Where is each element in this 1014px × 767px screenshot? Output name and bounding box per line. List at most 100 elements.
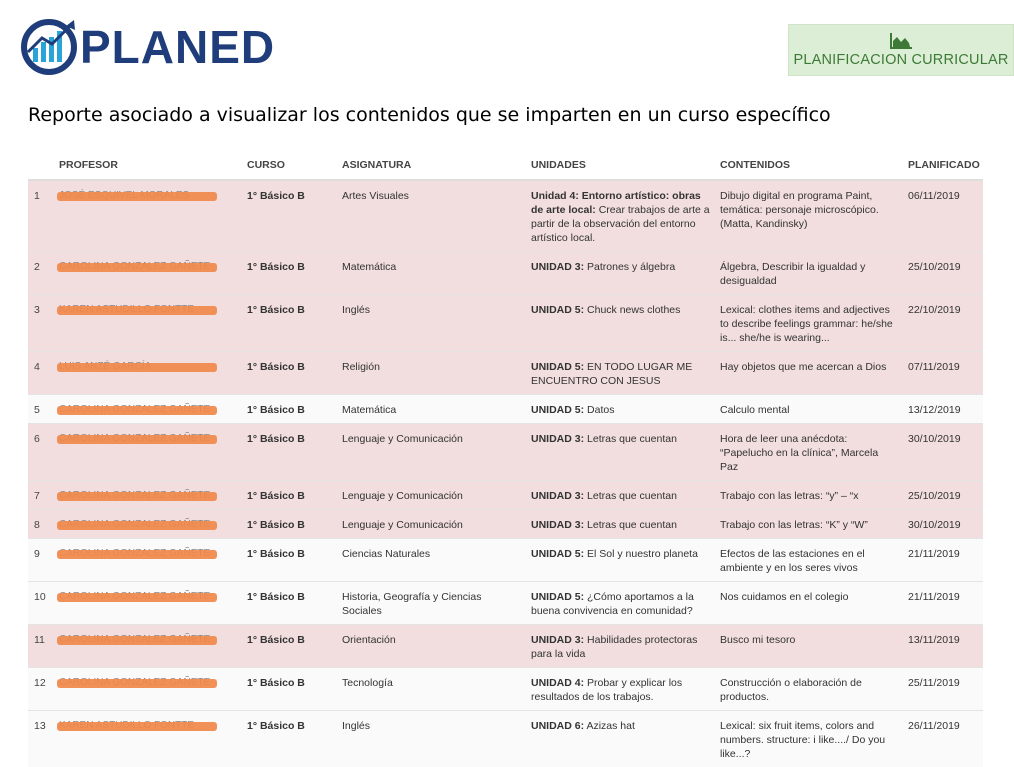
unidad-label: UNIDAD 3:	[531, 490, 584, 502]
profesor-cell: CAROLINA GONZALEZ GAÑETE	[55, 582, 243, 625]
planificado-cell: 25/10/2019	[904, 252, 983, 295]
unidades-cell: UNIDAD 4: Probar y explicar los resultad…	[527, 668, 716, 711]
redaction-bar	[57, 593, 217, 602]
table-row[interactable]: 12CAROLINA GONZALEZ GAÑETE1° Básico BTec…	[28, 668, 983, 711]
unidades-cell: UNIDAD 5: El Sol y nuestro planeta	[527, 539, 716, 582]
unidad-label: UNIDAD 3:	[531, 519, 584, 531]
table-row[interactable]: 7CAROLINA GONZALEZ GAÑETE1° Básico BLeng…	[28, 481, 983, 510]
table-row[interactable]: 9CAROLINA GONZALEZ GAÑETE1° Básico BCien…	[28, 539, 983, 582]
table-row[interactable]: 13KAREN ASTUDILLO FONTTE1° Básico BInglé…	[28, 711, 983, 767]
contenidos-cell: Nos cuidamos en el colegio	[716, 582, 904, 625]
row-number: 7	[28, 481, 55, 510]
profesor-cell: CAROLINA GONZALEZ GAÑETE	[55, 252, 243, 295]
unidades-cell: UNIDAD 3: Letras que cuentan	[527, 481, 716, 510]
unidad-label: UNIDAD 5:	[531, 548, 584, 560]
asignatura-cell: Matemática	[338, 395, 527, 424]
curso-cell: 1° Básico B	[243, 481, 338, 510]
contenidos-cell: Calculo mental	[716, 395, 904, 424]
unidad-text: Letras que cuentan	[587, 490, 677, 502]
row-number: 12	[28, 668, 55, 711]
profesor-cell: JOSÉ ESQUIVEL MORALES	[55, 180, 243, 252]
asignatura-cell: Ciencias Naturales	[338, 539, 527, 582]
table-row[interactable]: 4LUIS ANZÉ GARCÍA1° Básico BReligiónUNID…	[28, 352, 983, 395]
asignatura-cell: Lenguaje y Comunicación	[338, 510, 527, 539]
header-unidades[interactable]: UNIDADES	[527, 150, 716, 180]
row-number: 6	[28, 424, 55, 481]
profesor-cell: CAROLINA GONZALEZ GAÑETE	[55, 395, 243, 424]
planificado-cell: 13/12/2019	[904, 395, 983, 424]
header-planificado[interactable]: PLANIFICADO	[904, 150, 983, 180]
header-asignatura[interactable]: ASIGNATURA	[338, 150, 527, 180]
asignatura-cell: Orientación	[338, 625, 527, 668]
contenidos-cell: Busco mi tesoro	[716, 625, 904, 668]
asignatura-cell: Artes Visuales	[338, 180, 527, 252]
row-number: 2	[28, 252, 55, 295]
table-row[interactable]: 5CAROLINA GONZALEZ GAÑETE1° Básico BMate…	[28, 395, 983, 424]
header-profesor[interactable]: PROFESOR	[55, 150, 243, 180]
unidades-cell: UNIDAD 5: Datos	[527, 395, 716, 424]
planed-logo[interactable]: PLANED	[20, 18, 275, 76]
planificado-cell: 25/11/2019	[904, 668, 983, 711]
header-curso[interactable]: CURSO	[243, 150, 338, 180]
planificado-cell: 30/10/2019	[904, 424, 983, 481]
logo-chart-icon	[20, 18, 82, 76]
asignatura-cell: Matemática	[338, 252, 527, 295]
row-number: 3	[28, 295, 55, 352]
planificado-cell: 06/11/2019	[904, 180, 983, 252]
redaction-bar	[57, 192, 217, 201]
asignatura-cell: Lenguaje y Comunicación	[338, 424, 527, 481]
redaction-bar	[57, 363, 217, 372]
planificado-cell: 21/11/2019	[904, 539, 983, 582]
row-number: 4	[28, 352, 55, 395]
curso-cell: 1° Básico B	[243, 352, 338, 395]
curso-cell: 1° Básico B	[243, 510, 338, 539]
asignatura-cell: Lenguaje y Comunicación	[338, 481, 527, 510]
row-number: 10	[28, 582, 55, 625]
curso-cell: 1° Básico B	[243, 539, 338, 582]
profesor-cell: CAROLINA GONZALEZ GAÑETE	[55, 510, 243, 539]
redaction-bar	[57, 636, 217, 645]
row-number: 5	[28, 395, 55, 424]
report-table-container: PROFESOR CURSO ASIGNATURA UNIDADES CONTE…	[28, 150, 983, 767]
table-row[interactable]: 3KAREN ASTUDILLO FONTTE1° Básico BInglés…	[28, 295, 983, 352]
unidad-label: UNIDAD 6:	[531, 720, 584, 732]
contenidos-cell: Trabajo con las letras: “K” y “W”	[716, 510, 904, 539]
row-number: 8	[28, 510, 55, 539]
planificacion-curricular-button[interactable]: PLANIFICACION CURRICULAR	[788, 24, 1014, 76]
profesor-cell: CAROLINA GONZALEZ GAÑETE	[55, 668, 243, 711]
asignatura-cell: Historia, Geografía y Ciencias Sociales	[338, 582, 527, 625]
unidad-label: UNIDAD 5:	[531, 304, 584, 316]
asignatura-cell: Inglés	[338, 711, 527, 767]
header-num	[28, 150, 55, 180]
planificado-cell: 25/10/2019	[904, 481, 983, 510]
redaction-bar	[57, 306, 217, 315]
contenidos-cell: Hora de leer una anécdota: “Papelucho en…	[716, 424, 904, 481]
table-row[interactable]: 11CAROLINA GONZALEZ GAÑETE1° Básico BOri…	[28, 625, 983, 668]
curso-cell: 1° Básico B	[243, 711, 338, 767]
profesor-cell: KAREN ASTUDILLO FONTTE	[55, 711, 243, 767]
row-number: 11	[28, 625, 55, 668]
unidad-text: Letras que cuentan	[587, 433, 677, 445]
curso-cell: 1° Básico B	[243, 180, 338, 252]
unidades-cell: UNIDAD 5: ¿Cómo aportamos a la buena con…	[527, 582, 716, 625]
redaction-bar	[57, 492, 217, 501]
unidad-label: UNIDAD 3:	[531, 433, 584, 445]
profesor-cell: KAREN ASTUDILLO FONTTE	[55, 295, 243, 352]
unidad-label: UNIDAD 5:	[531, 404, 584, 416]
curso-cell: 1° Básico B	[243, 668, 338, 711]
unidad-text: Patrones y álgebra	[587, 261, 675, 273]
table-row[interactable]: 10CAROLINA GONZALEZ GAÑETE1° Básico BHis…	[28, 582, 983, 625]
header-contenidos[interactable]: CONTENIDOS	[716, 150, 904, 180]
table-row[interactable]: 6CAROLINA GONZALEZ GAÑETE1° Básico BLeng…	[28, 424, 983, 481]
planificado-cell: 26/11/2019	[904, 711, 983, 767]
unidad-label: UNIDAD 3:	[531, 261, 584, 273]
unidades-cell: Unidad 4: Entorno artístico: obras de ar…	[527, 180, 716, 252]
logo-text: PLANED	[80, 24, 275, 70]
asignatura-cell: Inglés	[338, 295, 527, 352]
contenidos-cell: Efectos de las estaciones en el ambiente…	[716, 539, 904, 582]
table-row[interactable]: 8CAROLINA GONZALEZ GAÑETE1° Básico BLeng…	[28, 510, 983, 539]
unidad-text: El Sol y nuestro planeta	[587, 548, 698, 560]
table-row[interactable]: 2CAROLINA GONZALEZ GAÑETE1° Básico BMate…	[28, 252, 983, 295]
